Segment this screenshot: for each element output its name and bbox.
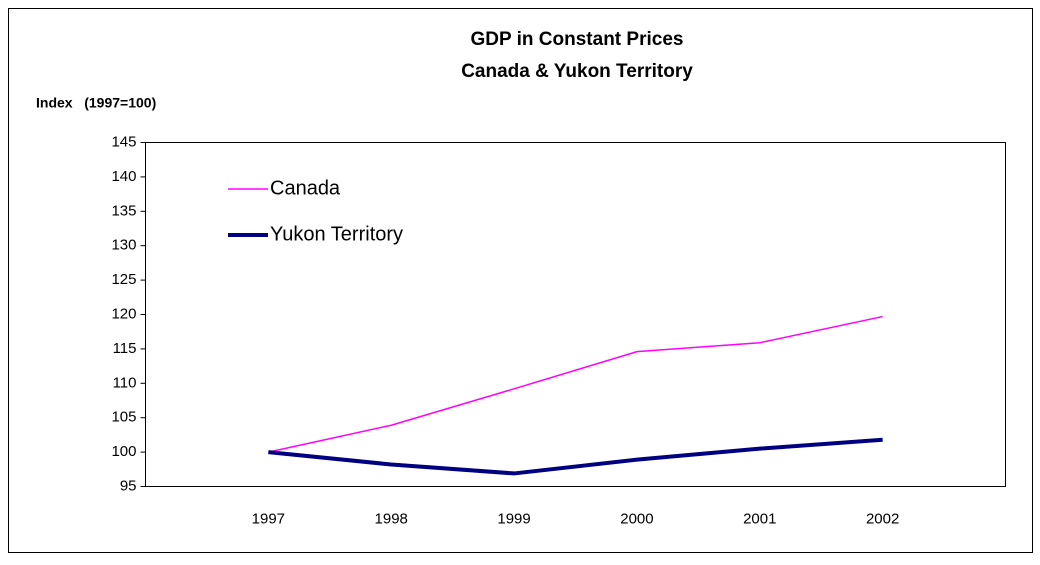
y-tick-label: 100	[111, 443, 136, 460]
chart-title: Canada & Yukon Territory	[461, 61, 693, 82]
x-tick-label: 2001	[743, 510, 776, 527]
y-tick-label: 110	[113, 374, 137, 391]
x-tick-label: 2002	[866, 510, 899, 527]
x-tick-label: 1999	[497, 510, 530, 527]
y-axis-label: Index (1997=100)	[36, 95, 156, 111]
y-tick-label: 130	[111, 237, 136, 254]
y-tick-label: 105	[111, 409, 136, 426]
series-line	[268, 315, 883, 453]
y-tick-label: 95	[120, 477, 137, 494]
x-tick-label: 1998	[375, 510, 408, 527]
series-line	[268, 437, 883, 476]
y-tick-label: 135	[111, 202, 136, 219]
chart-title: GDP in Constant Prices	[471, 29, 684, 50]
legend-label: Canada	[270, 177, 341, 199]
y-tick-label: 125	[111, 271, 136, 288]
y-tick-label: 145	[111, 133, 136, 150]
y-tick-label: 140	[111, 168, 136, 185]
chart-frame	[8, 8, 1033, 553]
x-tick-label: 1997	[252, 510, 285, 527]
x-tick-label: 2000	[620, 510, 653, 527]
y-tick-label: 115	[113, 340, 137, 357]
y-tick-label: 120	[111, 305, 136, 322]
legend-label: Yukon Territory	[270, 223, 403, 245]
